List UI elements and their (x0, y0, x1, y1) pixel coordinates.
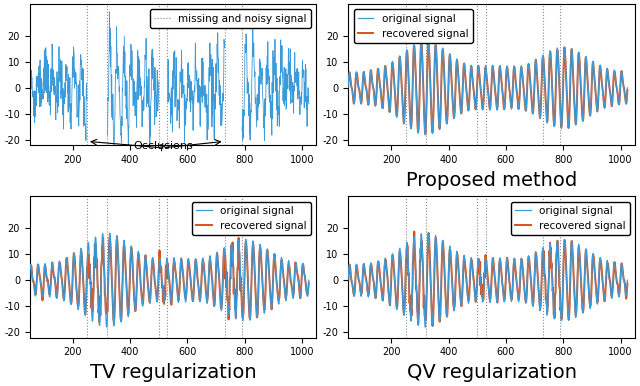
recovered signal (623, 281, 631, 286)
recovered signal (336, 101, 344, 105)
Legend: missing and noisy signal: missing and noisy signal (150, 9, 311, 28)
Text: Occlusions: Occlusions (133, 141, 193, 151)
recovered signal (473, 281, 481, 286)
recovered signal (424, 40, 432, 44)
original signal (127, 250, 134, 255)
original signal (336, 292, 344, 296)
recovered signal (410, 229, 418, 234)
original signal (623, 278, 631, 283)
original signal (305, 278, 312, 283)
recovered signal (106, 235, 113, 239)
original signal (580, 86, 588, 90)
recovered signal (565, 122, 573, 127)
original signal (422, 132, 429, 137)
Line: original signal: original signal (334, 233, 627, 327)
original signal (262, 278, 269, 283)
original signal (330, 75, 338, 80)
original signal (12, 267, 20, 272)
Line: original signal: original signal (334, 41, 627, 135)
original signal (103, 325, 111, 329)
recovered signal (336, 293, 344, 297)
Legend: original signal, recovered signal: original signal, recovered signal (192, 201, 311, 235)
recovered signal (154, 277, 162, 281)
recovered signal (429, 324, 436, 328)
recovered signal (108, 258, 115, 262)
X-axis label: QV regularization: QV regularization (406, 363, 577, 382)
recovered signal (330, 76, 338, 81)
original signal (445, 250, 453, 255)
recovered signal (445, 257, 453, 261)
recovered signal (12, 269, 20, 273)
X-axis label: TV regularization: TV regularization (90, 363, 256, 382)
original signal (424, 231, 432, 235)
original signal (623, 86, 631, 90)
X-axis label: Proposed method: Proposed method (406, 171, 577, 190)
original signal (18, 292, 26, 296)
Line: recovered signal: recovered signal (334, 42, 627, 134)
recovered signal (95, 319, 103, 324)
recovered signal (580, 86, 588, 91)
original signal (473, 86, 481, 90)
recovered signal (623, 88, 631, 93)
original signal (106, 231, 113, 235)
Line: recovered signal: recovered signal (16, 237, 308, 322)
recovered signal (18, 291, 26, 295)
recovered signal (246, 312, 254, 317)
original signal (580, 278, 588, 283)
original signal (154, 278, 162, 283)
Line: recovered signal: recovered signal (334, 232, 627, 326)
Legend: original signal, recovered signal: original signal, recovered signal (353, 9, 472, 43)
original signal (445, 58, 453, 63)
recovered signal (473, 86, 481, 90)
original signal (565, 123, 573, 127)
recovered signal (445, 59, 453, 64)
original signal (246, 315, 254, 320)
recovered signal (580, 281, 588, 286)
original signal (330, 267, 338, 272)
recovered signal (565, 317, 573, 322)
original signal (336, 100, 344, 104)
original signal (426, 63, 433, 68)
recovered signal (426, 244, 433, 248)
original signal (473, 278, 481, 283)
recovered signal (127, 254, 134, 259)
recovered signal (426, 63, 433, 68)
recovered signal (262, 278, 269, 282)
original signal (422, 325, 429, 329)
original signal (424, 39, 432, 43)
recovered signal (422, 132, 429, 136)
original signal (565, 315, 573, 320)
original signal (426, 256, 433, 260)
Legend: original signal, recovered signal: original signal, recovered signal (511, 201, 630, 235)
original signal (108, 256, 115, 260)
Line: original signal: original signal (16, 233, 308, 327)
recovered signal (305, 280, 312, 285)
recovered signal (330, 271, 338, 276)
